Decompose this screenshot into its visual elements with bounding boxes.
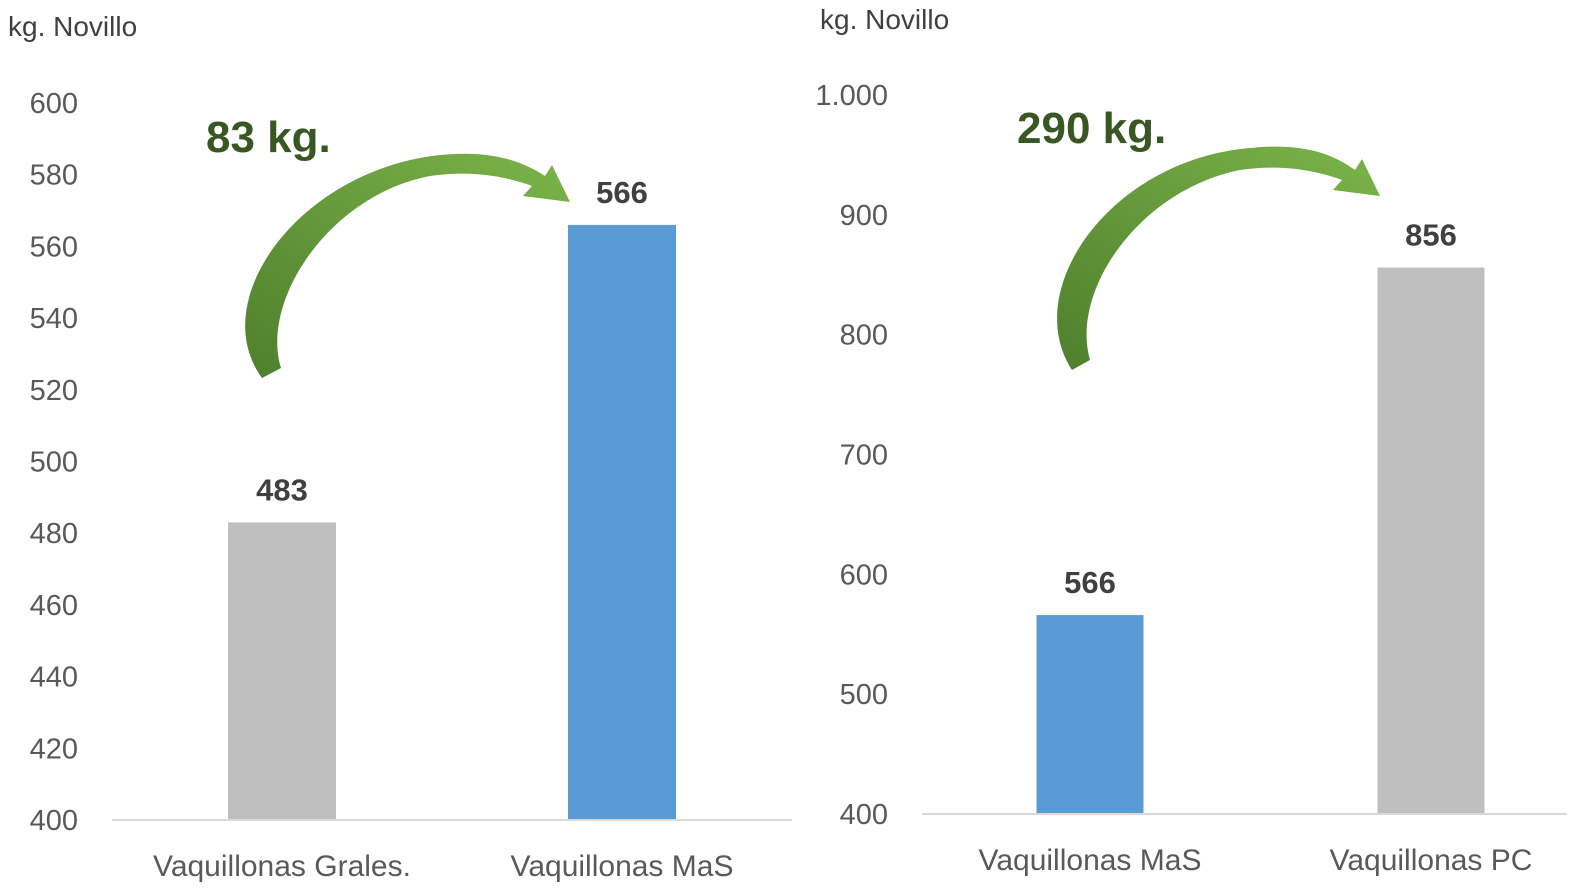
y-tick-label: 500 [30,447,78,479]
data-label: 566 [1064,565,1116,600]
x-tick-label: Vaquillonas MaS [979,844,1202,877]
data-label: 483 [256,472,308,507]
y-tick-label: 900 [840,200,888,232]
y-tick-label: 700 [840,440,888,472]
bar [1036,615,1144,814]
y-tick-label: 460 [30,590,78,622]
y-tick-label: 580 [30,160,78,192]
y-tick-label: 520 [30,375,78,407]
y-tick-label: 600 [30,88,78,120]
y-tick-label: 400 [840,799,888,831]
difference-annotation: 290 kg. [1017,104,1166,153]
y-tick-label: 600 [840,559,888,591]
y-tick-label: 800 [840,320,888,352]
y-tick-label: 440 [30,662,78,694]
y-tick-label: 500 [840,679,888,711]
chart-right: kg. Novillo 400 500 600 700 800 900 1.000 566 Vaq… [815,4,1567,877]
y-tick-label: 540 [30,303,78,335]
difference-annotation: 83 kg. [206,113,331,162]
x-tick-label: Vaquillonas PC [1330,844,1533,877]
curved-arrow-icon [1057,146,1380,370]
bar [568,224,676,820]
bar [1377,267,1485,814]
x-tick-label: Vaquillonas Grales. [153,850,411,883]
y-tick-label: 420 [30,733,78,765]
y-axis-label: kg. Novillo [820,4,949,35]
y-tick-label: 480 [30,518,78,550]
data-label: 856 [1405,218,1457,253]
y-tick-label: 560 [30,231,78,263]
y-tick-label: 400 [30,805,78,837]
curved-arrow-icon [245,153,570,378]
bar [228,522,336,820]
chart-left: kg. Novillo 400 420 440 460 480 500 520 540 560 58… [8,11,792,883]
y-tick-label: 1.000 [815,80,888,112]
x-tick-label: Vaquillonas MaS [511,850,734,883]
y-axis-label: kg. Novillo [8,11,137,42]
data-label: 566 [596,175,648,210]
